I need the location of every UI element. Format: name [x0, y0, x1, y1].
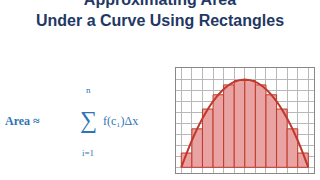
svg-text:∑: ∑	[80, 107, 97, 134]
svg-text:Approximating AreaUnder a Curv: Approximating AreaUnder a Curve Using Re…	[36, 0, 284, 29]
svg-text:f(c₁)Δx: f(c₁)Δx	[103, 114, 138, 128]
svg-text:i=1: i=1	[82, 148, 94, 158]
svg-text:Area ≈: Area ≈	[5, 114, 40, 128]
svg-text:n: n	[86, 85, 91, 95]
